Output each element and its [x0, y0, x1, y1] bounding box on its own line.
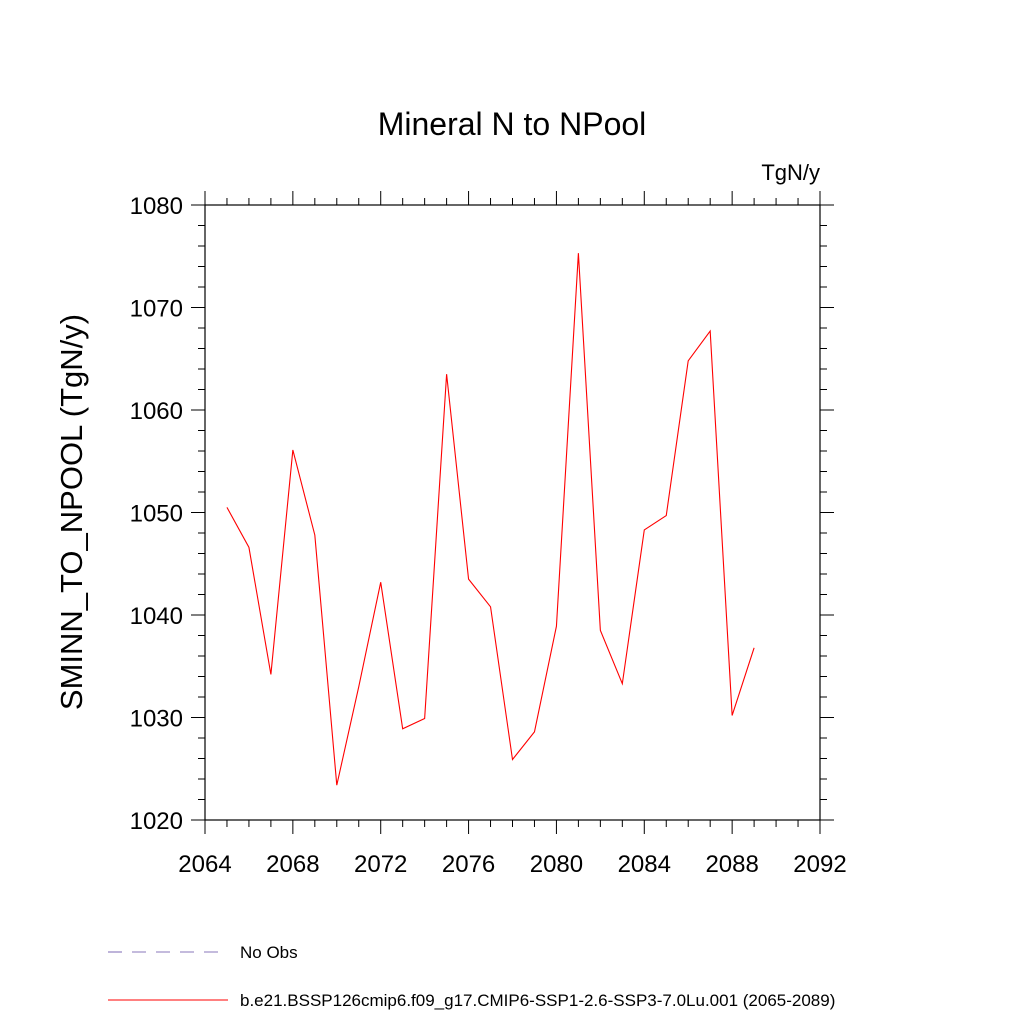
- y-axis-label: SMINN_TO_NPOOL (TgN/y): [54, 314, 89, 710]
- y-tick-label: 1030: [130, 706, 183, 733]
- legend: No Obs b.e21.BSSP126cmip6.f09_g17.CMIP6-S…: [108, 943, 835, 1010]
- x-tick-label: 2092: [793, 851, 846, 878]
- tick-labels: 2064 2068 2072 2076 2080 2084 2088 2092 1020 1030…: [130, 193, 847, 878]
- y-tick-label: 1040: [130, 603, 183, 630]
- chart-title: Mineral N to NPool: [378, 106, 647, 142]
- y-tick-label: 1060: [130, 398, 183, 425]
- x-tick-label: 2068: [266, 851, 319, 878]
- units-label: TgN/y: [761, 160, 820, 185]
- y-tick-label: 1020: [130, 808, 183, 835]
- legend-label: No Obs: [240, 943, 298, 962]
- tick-marks: [191, 191, 834, 834]
- series-line: [226, 253, 755, 786]
- x-tick-label: 2080: [530, 851, 583, 878]
- x-tick-label: 2064: [178, 851, 231, 878]
- plot-frame: [204, 204, 821, 821]
- x-tick-label: 2088: [705, 851, 758, 878]
- y-tick-label: 1080: [130, 193, 183, 220]
- y-tick-label: 1050: [130, 501, 183, 528]
- x-tick-label: 2076: [442, 851, 495, 878]
- axes: [204, 204, 821, 821]
- series-lines: [226, 253, 755, 786]
- x-tick-label: 2072: [354, 851, 407, 878]
- x-tick-label: 2084: [618, 851, 671, 878]
- legend-label: b.e21.BSSP126cmip6.f09_g17.CMIP6-SSP1-2.…: [240, 991, 835, 1010]
- y-tick-label: 1070: [130, 296, 183, 323]
